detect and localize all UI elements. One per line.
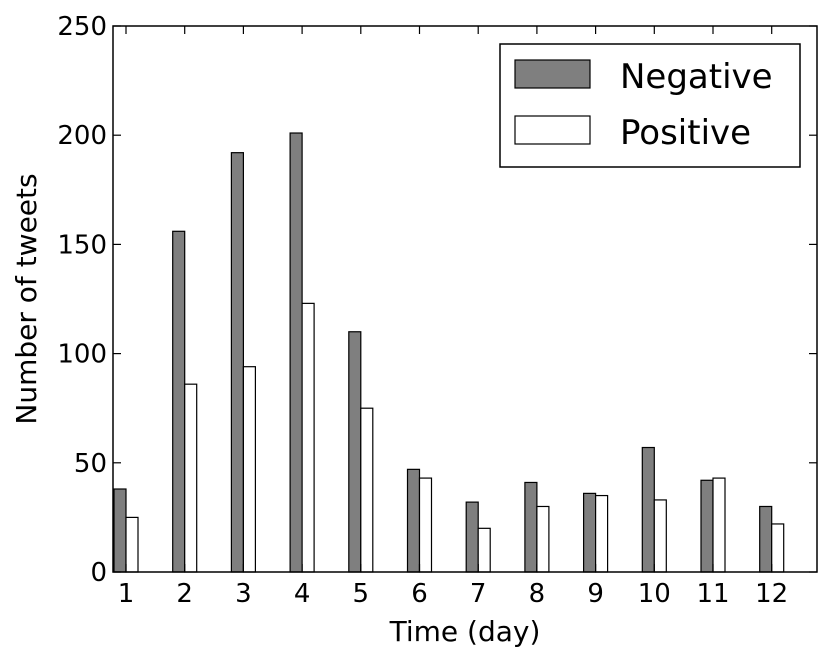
- x-tick-label: 12: [755, 579, 788, 609]
- x-tick-label: 10: [638, 579, 671, 609]
- bar-negative-day-8: [524, 481, 538, 573]
- x-axis-title: Time (day): [389, 615, 541, 648]
- x-tick-label: 6: [411, 579, 428, 609]
- y-tick-label: 0: [90, 558, 107, 588]
- bar-negative-day-3: [230, 152, 244, 573]
- bar-negative-day-6: [406, 468, 421, 573]
- bar-positive-day-7: [477, 527, 491, 573]
- bar-positive-day-2: [184, 383, 198, 573]
- bar-positive-day-10: [653, 499, 667, 573]
- x-tick-label: 7: [470, 579, 487, 609]
- legend-label-positive: Positive: [620, 113, 751, 153]
- bar-positive-day-8: [536, 505, 550, 573]
- legend: Negative Positive: [499, 43, 801, 168]
- x-tick-label: 9: [587, 579, 604, 609]
- y-tick-label: 150: [57, 230, 107, 260]
- bar-positive-day-1: [125, 516, 139, 573]
- bar-positive-day-4: [301, 302, 315, 573]
- y-axis-title: Number of tweets: [10, 173, 43, 424]
- x-tick-label: 2: [176, 579, 193, 609]
- bar-negative-day-5: [348, 331, 362, 573]
- bar-positive-day-5: [360, 407, 374, 573]
- bar-negative-day-12: [759, 505, 773, 573]
- bar-negative-day-7: [465, 501, 479, 573]
- legend-swatch-positive: [514, 115, 591, 145]
- bar-positive-day-3: [242, 366, 256, 573]
- bar-negative-day-11: [700, 479, 714, 573]
- bar-negative-day-4: [289, 132, 303, 573]
- x-tick-label: 4: [294, 579, 311, 609]
- x-tick-label: 1: [118, 579, 135, 609]
- x-tick-label: 11: [696, 579, 729, 609]
- bar-positive-day-11: [712, 477, 726, 573]
- x-tick-label: 8: [529, 579, 546, 609]
- bar-negative-day-1: [113, 488, 127, 573]
- bar-negative-day-9: [582, 492, 597, 573]
- y-tick-label: 250: [57, 12, 107, 42]
- x-tick-label: 5: [353, 579, 370, 609]
- y-tick-label: 200: [57, 121, 107, 151]
- bar-positive-day-12: [771, 523, 785, 573]
- x-tick-label: 3: [235, 579, 252, 609]
- y-tick-label: 100: [57, 340, 107, 370]
- legend-label-negative: Negative: [620, 57, 773, 97]
- y-tick-label: 50: [74, 449, 107, 479]
- bar-positive-day-6: [418, 477, 433, 573]
- legend-swatch-negative: [514, 59, 591, 89]
- bar-negative-day-2: [172, 230, 186, 573]
- bars-layer: [113, 132, 785, 573]
- bar-positive-day-9: [594, 494, 609, 573]
- bar-negative-day-10: [641, 446, 655, 573]
- plot-frame: [112, 25, 818, 573]
